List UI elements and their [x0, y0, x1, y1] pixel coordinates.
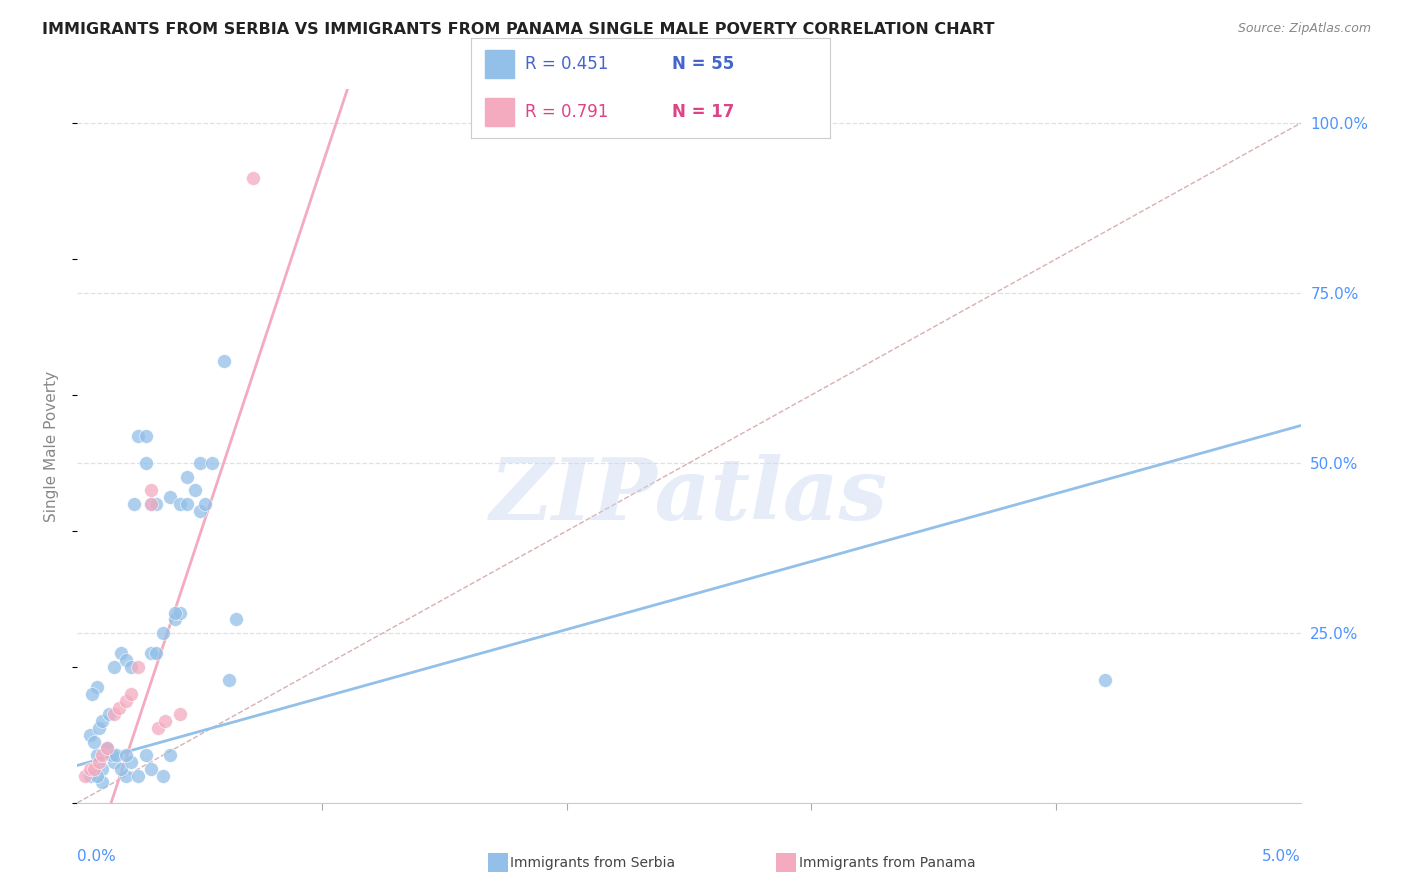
Point — [188, 456, 211, 470]
Point — [79, 769, 101, 783]
Point — [135, 429, 157, 443]
Point — [128, 769, 150, 783]
Point — [176, 469, 198, 483]
Point — [115, 694, 138, 708]
Point — [103, 707, 125, 722]
Bar — [485, 98, 515, 127]
Point — [110, 762, 132, 776]
Text: Source: ZipAtlas.com: Source: ZipAtlas.com — [1237, 22, 1371, 36]
Point — [135, 748, 157, 763]
Point — [139, 497, 162, 511]
Point — [90, 762, 112, 776]
Point — [139, 762, 162, 776]
Y-axis label: Single Male Poverty: Single Male Poverty — [44, 370, 59, 522]
Point — [73, 769, 96, 783]
Point — [120, 687, 142, 701]
Point — [115, 653, 138, 667]
Text: IMMIGRANTS FROM SERBIA VS IMMIGRANTS FROM PANAMA SINGLE MALE POVERTY CORRELATION: IMMIGRANTS FROM SERBIA VS IMMIGRANTS FRO… — [42, 22, 994, 37]
Point — [120, 660, 142, 674]
Point — [139, 646, 162, 660]
Point — [145, 497, 167, 511]
Point — [103, 755, 125, 769]
Point — [79, 728, 101, 742]
Point — [176, 497, 198, 511]
Point — [96, 741, 118, 756]
Point — [120, 755, 142, 769]
Point — [169, 497, 191, 511]
Text: Immigrants from Panama: Immigrants from Panama — [799, 855, 976, 870]
Point — [80, 687, 103, 701]
Text: R = 0.451: R = 0.451 — [524, 54, 609, 73]
Point — [83, 762, 105, 776]
Point — [188, 503, 211, 517]
Point — [98, 707, 121, 722]
Point — [139, 497, 162, 511]
Point — [105, 748, 128, 763]
Text: 5.0%: 5.0% — [1261, 849, 1301, 864]
Point — [146, 721, 169, 735]
Point — [100, 748, 122, 763]
Point — [169, 707, 191, 722]
Point — [90, 714, 112, 729]
Point — [184, 483, 207, 498]
Point — [110, 646, 132, 660]
Text: Immigrants from Serbia: Immigrants from Serbia — [510, 855, 675, 870]
Point — [90, 775, 112, 789]
Point — [89, 721, 111, 735]
Text: ZIPatlas: ZIPatlas — [489, 454, 889, 538]
Point — [152, 626, 174, 640]
Point — [1094, 673, 1116, 688]
Point — [128, 429, 150, 443]
Point — [145, 646, 167, 660]
Point — [86, 769, 108, 783]
Point — [79, 762, 101, 776]
Point — [159, 490, 181, 504]
Point — [128, 660, 150, 674]
Point — [86, 680, 108, 694]
Point — [152, 769, 174, 783]
Point — [225, 612, 247, 626]
Text: R = 0.791: R = 0.791 — [524, 103, 609, 120]
Point — [115, 748, 138, 763]
Point — [169, 606, 191, 620]
Point — [96, 741, 118, 756]
Point — [135, 456, 157, 470]
Point — [103, 660, 125, 674]
Point — [218, 673, 240, 688]
Point — [96, 741, 118, 756]
Text: 0.0%: 0.0% — [77, 849, 117, 864]
Point — [165, 612, 187, 626]
Point — [83, 734, 105, 748]
Point — [115, 769, 138, 783]
Point — [212, 354, 235, 368]
Point — [159, 748, 181, 763]
Point — [193, 497, 215, 511]
Point — [90, 748, 112, 763]
Text: N = 17: N = 17 — [672, 103, 734, 120]
Point — [108, 700, 131, 714]
Point — [201, 456, 224, 470]
Bar — [485, 50, 515, 78]
Point — [86, 748, 108, 763]
Text: N = 55: N = 55 — [672, 54, 734, 73]
Point — [139, 483, 162, 498]
Point — [89, 755, 111, 769]
Point — [165, 606, 187, 620]
Point — [122, 497, 145, 511]
Point — [155, 714, 177, 729]
Point — [242, 170, 264, 185]
